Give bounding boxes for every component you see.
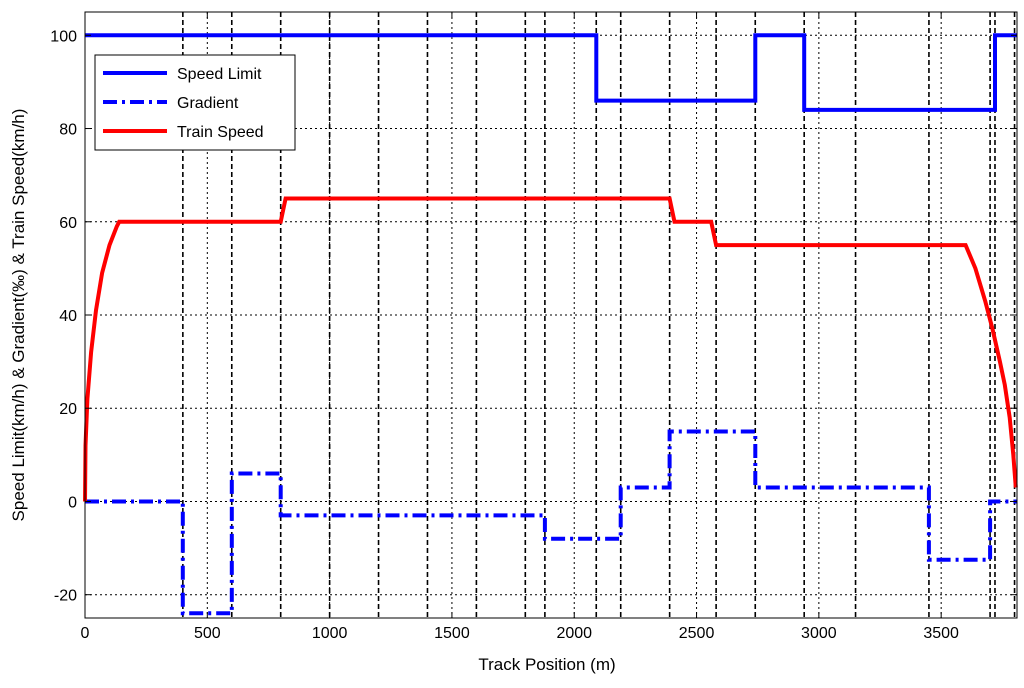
series-line-gradient <box>85 429 1017 616</box>
x-tick-label: 0 <box>81 625 90 642</box>
x-tick-label: 1500 <box>434 625 470 642</box>
y-tick-label: -20 <box>54 588 77 605</box>
legend: Speed Limit Gradient Train Speed <box>94 54 296 151</box>
y-tick-label: 60 <box>59 215 77 232</box>
x-axis-title: Track Position (m) <box>478 655 615 674</box>
legend-label: Speed Limit <box>177 66 262 83</box>
x-tick-label: 2500 <box>679 625 715 642</box>
y-tick-label: 100 <box>50 28 77 45</box>
series <box>83 33 1018 616</box>
legend-label: Gradient <box>177 95 239 112</box>
x-tick-label: 500 <box>194 625 221 642</box>
series-line-train-speed <box>83 196 1018 502</box>
y-tick-label: 0 <box>68 494 77 511</box>
y-tick-label: 20 <box>59 401 77 418</box>
legend-label: Train Speed <box>177 124 264 141</box>
x-tick-label: 1000 <box>312 625 348 642</box>
x-tick-label: 3500 <box>923 625 959 642</box>
y-axis-title: Speed Limit(km/h) & Gradient(‰) & Train … <box>9 109 28 522</box>
legend-box <box>94 54 296 151</box>
x-tick-label: 2000 <box>556 625 592 642</box>
axis-ticks: 0 500 1000 1500 2000 2500 3000 3500 -20 0 20 40 60 80… <box>50 12 1017 642</box>
x-tick-label: 3000 <box>801 625 837 642</box>
series-line-speed-limit <box>85 33 1017 112</box>
y-tick-label: 40 <box>59 308 77 325</box>
y-tick-label: 80 <box>59 122 77 139</box>
